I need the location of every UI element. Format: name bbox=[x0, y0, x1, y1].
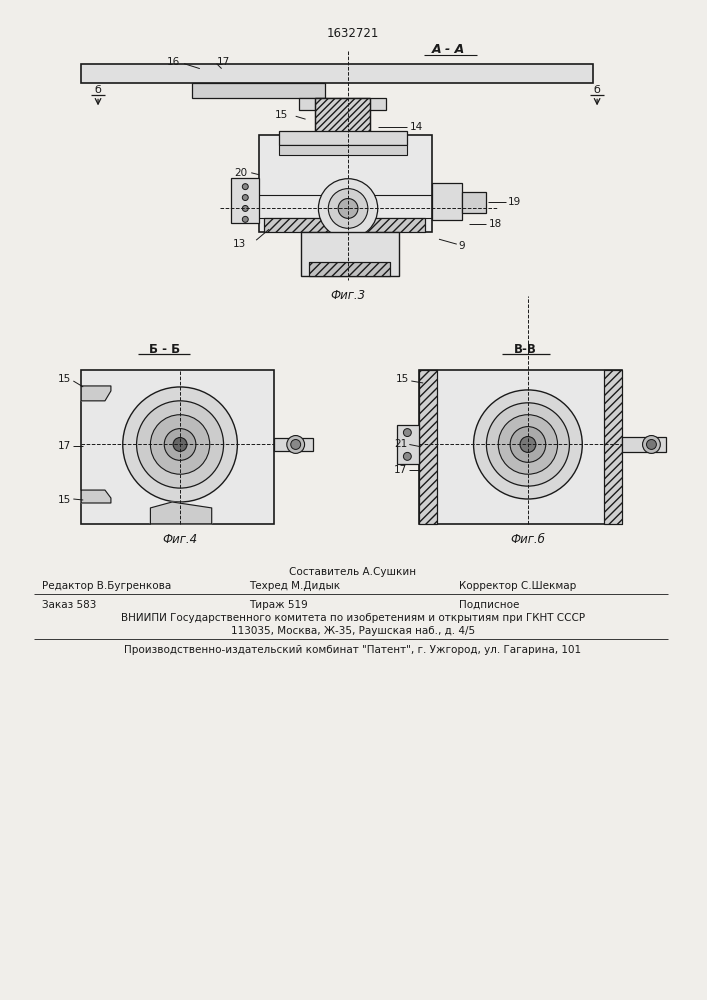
Circle shape bbox=[243, 184, 248, 190]
Text: Заказ 583: Заказ 583 bbox=[42, 600, 96, 610]
Circle shape bbox=[404, 429, 411, 437]
Text: Фиг.б: Фиг.б bbox=[510, 533, 545, 546]
Polygon shape bbox=[81, 490, 111, 503]
Text: 15: 15 bbox=[396, 374, 409, 384]
Text: 12: 12 bbox=[230, 205, 243, 215]
Bar bbox=[315, 98, 370, 133]
Circle shape bbox=[338, 199, 358, 218]
Bar bbox=[604, 370, 621, 524]
Text: 18: 18 bbox=[489, 219, 502, 229]
Bar bbox=[279, 145, 407, 155]
Circle shape bbox=[287, 436, 305, 453]
Bar bbox=[397, 425, 419, 464]
Text: 9: 9 bbox=[459, 241, 465, 251]
Text: б: б bbox=[594, 85, 600, 95]
Circle shape bbox=[173, 438, 187, 451]
Bar bbox=[315, 98, 370, 133]
Text: Б - Б: Б - Б bbox=[148, 343, 180, 356]
Text: 15: 15 bbox=[58, 495, 71, 505]
Bar bbox=[419, 370, 437, 524]
Text: Производственно-издательский комбинат "Патент", г. Ужгород, ул. Гагарина, 101: Производственно-издательский комбинат "П… bbox=[124, 645, 582, 655]
Bar bbox=[264, 218, 425, 232]
Circle shape bbox=[404, 452, 411, 460]
Text: 15: 15 bbox=[274, 110, 288, 120]
Text: Подписное: Подписное bbox=[459, 600, 519, 610]
Bar bbox=[279, 131, 407, 145]
Circle shape bbox=[498, 415, 558, 474]
Text: А - А: А - А bbox=[432, 43, 465, 56]
Text: 10: 10 bbox=[233, 182, 246, 192]
Text: 21: 21 bbox=[394, 439, 407, 449]
Polygon shape bbox=[151, 502, 211, 524]
Text: Корректор С.Шекмар: Корректор С.Шекмар bbox=[459, 581, 576, 591]
Text: Техред М.Дидык: Техред М.Дидык bbox=[250, 581, 340, 591]
Bar bbox=[419, 370, 621, 524]
Bar bbox=[264, 218, 425, 232]
Circle shape bbox=[243, 195, 248, 201]
Bar bbox=[192, 83, 325, 98]
Circle shape bbox=[123, 387, 238, 502]
Text: В-В: В-В bbox=[513, 343, 537, 356]
Circle shape bbox=[243, 205, 248, 211]
Bar bbox=[298, 98, 385, 110]
Circle shape bbox=[136, 401, 223, 488]
Circle shape bbox=[291, 440, 300, 449]
Text: 17: 17 bbox=[394, 465, 407, 475]
Text: 17: 17 bbox=[216, 57, 230, 67]
Circle shape bbox=[243, 216, 248, 222]
Bar bbox=[81, 370, 274, 524]
Text: 19: 19 bbox=[508, 197, 521, 207]
Bar bbox=[300, 232, 399, 276]
Bar bbox=[231, 178, 259, 223]
Text: 14: 14 bbox=[409, 122, 423, 132]
Text: 15: 15 bbox=[58, 374, 71, 384]
Bar bbox=[432, 183, 462, 220]
Bar bbox=[81, 64, 593, 83]
Text: Редактор В.Бугренкова: Редактор В.Бугренкова bbox=[42, 581, 171, 591]
Circle shape bbox=[520, 437, 536, 452]
Bar bbox=[308, 262, 390, 276]
Circle shape bbox=[646, 440, 656, 449]
Bar bbox=[308, 262, 390, 276]
Text: 1632721: 1632721 bbox=[327, 27, 379, 40]
Bar bbox=[462, 192, 486, 213]
Bar bbox=[419, 370, 437, 524]
Circle shape bbox=[151, 415, 210, 474]
Circle shape bbox=[510, 427, 546, 462]
Bar bbox=[604, 370, 621, 524]
Text: 20: 20 bbox=[234, 168, 247, 178]
Text: 113035, Москва, Ж-35, Раушская наб., д. 4/5: 113035, Москва, Ж-35, Раушская наб., д. … bbox=[231, 626, 475, 636]
Bar bbox=[259, 135, 432, 232]
Bar bbox=[621, 437, 666, 452]
Circle shape bbox=[318, 179, 378, 238]
Text: Фиг.3: Фиг.3 bbox=[330, 289, 366, 302]
Polygon shape bbox=[81, 386, 111, 401]
Text: Фиг.4: Фиг.4 bbox=[163, 533, 198, 546]
Circle shape bbox=[328, 189, 368, 228]
Text: 17: 17 bbox=[58, 441, 71, 451]
Circle shape bbox=[164, 429, 196, 460]
Circle shape bbox=[474, 390, 583, 499]
Text: ВНИИПИ Государственного комитета по изобретениям и открытиям при ГКНТ СССР: ВНИИПИ Государственного комитета по изоб… bbox=[121, 613, 585, 623]
Circle shape bbox=[643, 436, 660, 453]
Text: Тираж 519: Тираж 519 bbox=[250, 600, 308, 610]
Text: Составитель А.Сушкин: Составитель А.Сушкин bbox=[289, 567, 416, 577]
Text: 16: 16 bbox=[167, 57, 180, 67]
Bar bbox=[274, 438, 313, 451]
Text: б: б bbox=[95, 85, 102, 95]
Circle shape bbox=[486, 403, 569, 486]
Text: 11: 11 bbox=[232, 194, 245, 204]
Text: 13: 13 bbox=[233, 239, 246, 249]
